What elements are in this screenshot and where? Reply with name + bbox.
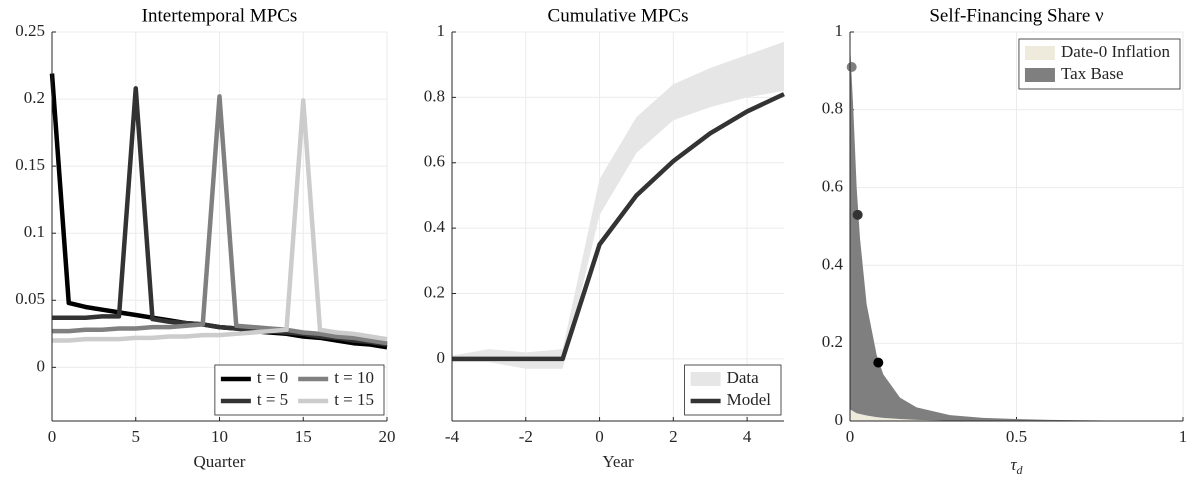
legend-label: t = 10	[334, 368, 374, 387]
x-axis-label-text: τ	[1010, 455, 1017, 474]
band	[452, 41, 784, 369]
x-tick-label: -4	[445, 427, 460, 446]
area	[850, 409, 1183, 421]
legend-item: t = 10	[298, 368, 374, 387]
legend-item: Date-0 Inflation	[1024, 42, 1171, 61]
marker	[873, 357, 884, 368]
chart-title: Cumulative MPCs	[548, 5, 689, 26]
y-tick-label: 0.2	[822, 332, 843, 351]
y-tick-label: 1	[835, 21, 844, 40]
y-tick-label: 0.8	[822, 99, 843, 118]
legend-label: Tax Base	[1061, 64, 1124, 83]
x-axis-label: Quarter	[194, 452, 246, 471]
marks	[452, 41, 785, 369]
legend-label: t = 0	[257, 368, 288, 387]
y-tick-label: 0.4	[424, 217, 446, 236]
y-tick-label: 0.05	[15, 289, 45, 308]
x-tick-label: 0	[48, 427, 57, 446]
y-tick-label: 0.4	[822, 254, 844, 273]
line	[52, 94, 388, 346]
x-tick-label: 15	[295, 427, 312, 446]
legend-swatch	[1024, 68, 1055, 82]
y-tick-label: 0	[835, 410, 844, 429]
x-tick-label: 20	[379, 427, 396, 446]
y-tick-label: 1	[437, 21, 446, 40]
legend-item: Tax Base	[1024, 64, 1124, 83]
x-axis-label-text: Quarter	[194, 452, 246, 471]
y-tick-label: 0.8	[424, 86, 445, 105]
x-tick-label: 5	[132, 427, 141, 446]
legend-label: Model	[727, 390, 772, 409]
panel: 0 0.05 0.1 0.15 0.2 0.25 0 5 10 15 20 Intertemporal…	[15, 5, 395, 471]
legend-swatch	[1024, 46, 1055, 60]
marks	[49, 73, 388, 350]
x-tick-label: 1	[1179, 427, 1188, 446]
y-tick-label: 0.1	[24, 222, 45, 241]
x-tick-label: 4	[743, 427, 752, 446]
x-tick-label: -2	[519, 427, 533, 446]
line	[452, 92, 785, 362]
legend-label: Data	[727, 368, 760, 387]
y-tick-label: 0.2	[24, 88, 45, 107]
area	[850, 43, 1183, 422]
legend-item: t = 5	[220, 390, 288, 409]
legend-swatch	[690, 372, 721, 386]
legend-item: Model	[690, 390, 772, 409]
x-tick-label: 2	[669, 427, 678, 446]
legend-item: Data	[690, 368, 760, 387]
grid	[849, 31, 1184, 422]
x-axis-label-subscript: d	[1017, 463, 1024, 477]
legend: Date-0 Inflation Tax Base	[1018, 38, 1181, 90]
legend-box	[214, 364, 385, 416]
y-tick-label: 0.15	[15, 155, 45, 174]
grid	[51, 31, 388, 421]
y-tick-label: 0	[37, 356, 46, 375]
y-tick-label: 0.2	[424, 282, 445, 301]
x-axis-label: Year	[602, 452, 634, 471]
marks	[846, 43, 1183, 422]
panel: 0 0.2 0.4 0.6 0.8 1 0 0.5 1 Self-Financing Share …	[822, 5, 1188, 476]
x-tick-label: 0	[846, 427, 855, 446]
legend-label: t = 15	[334, 390, 374, 409]
panel: 0 0.2 0.4 0.6 0.8 1 -4 -2 0 2 4 Cumulative MPCs Year…	[424, 5, 785, 471]
legend-item: t = 15	[298, 390, 374, 409]
y-tick-label: 0.6	[822, 177, 843, 196]
chart-title: Self-Financing Share ν	[929, 5, 1104, 26]
x-tick-label: 10	[211, 427, 228, 446]
y-tick-label: 0	[437, 348, 446, 367]
x-tick-label: 0.5	[1006, 427, 1027, 446]
y-tick-label: 0.25	[15, 21, 45, 40]
marker	[846, 62, 857, 73]
legend: t = 0 t = 5 t = 10 t = 15	[214, 364, 385, 416]
marker	[852, 209, 863, 220]
y-tick-label: 0.6	[424, 152, 445, 171]
x-axis-label: τd	[1010, 455, 1023, 477]
x-axis-label-text: Year	[602, 452, 634, 471]
legend-item: t = 0	[220, 368, 288, 387]
line	[52, 98, 388, 343]
chart-title: Intertemporal MPCs	[142, 5, 298, 26]
x-tick-label: 0	[595, 427, 604, 446]
legend: Data Model	[684, 364, 782, 416]
legend-label: Date-0 Inflation	[1061, 42, 1171, 61]
legend-label: t = 5	[257, 390, 288, 409]
